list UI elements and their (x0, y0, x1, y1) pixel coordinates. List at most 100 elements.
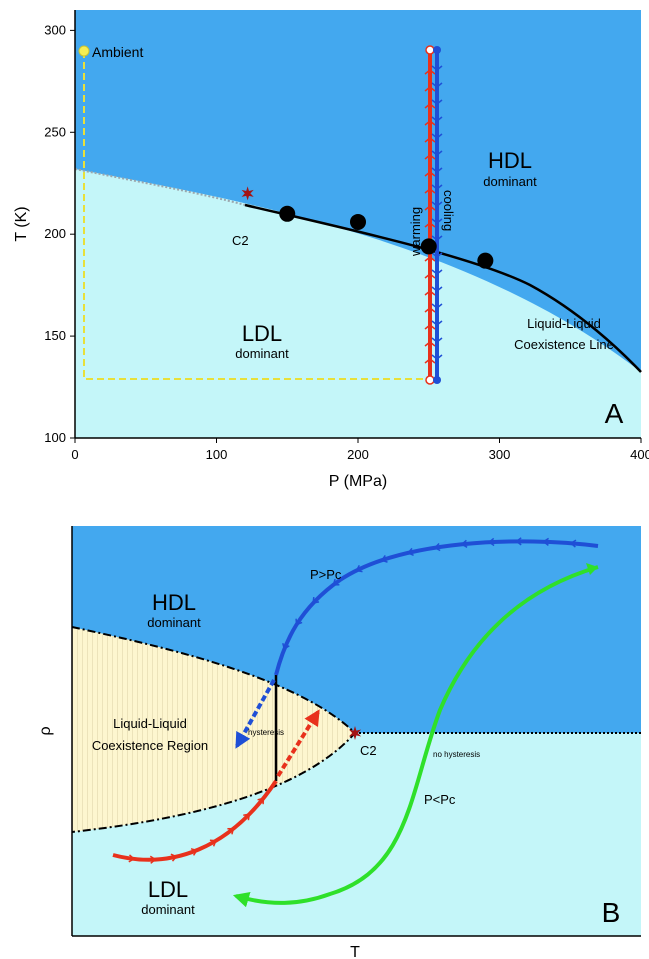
coexistence-region (72, 627, 355, 832)
high-pressure-chevron (295, 618, 303, 626)
warming-chevron (424, 188, 436, 194)
cooling-chevron (431, 150, 443, 156)
high-pressure-chevron (569, 539, 577, 548)
cooling-chevron (431, 252, 443, 258)
high-pressure-chevron (355, 564, 363, 573)
warming-chevron (424, 273, 436, 279)
y-axis-title: T (K) (13, 206, 30, 241)
axis-ticks: 0 100 200 300 400 100 150 200 250 300 (44, 22, 649, 462)
warming-chevron (424, 341, 436, 347)
x-tick-label: 0 (71, 447, 78, 462)
high-pressure-chevron (406, 547, 414, 556)
ldl-curve-chevron (128, 854, 136, 863)
warming-start-marker (425, 375, 435, 385)
high-pressure-arrows (282, 537, 577, 651)
high-pressure-curve (274, 539, 599, 676)
no-hysteresis-label: no hysteresis (433, 750, 480, 759)
warming-chevron (424, 154, 436, 160)
warming-chevron (424, 290, 436, 296)
data-point (350, 213, 366, 230)
y-tick-label: 100 (44, 430, 66, 445)
high-pressure-chevron (380, 554, 388, 563)
warming-chevron (424, 358, 436, 364)
ldl-curve-chevron (243, 813, 251, 821)
warming-chevron (424, 205, 436, 211)
green-arrowhead-top (586, 563, 598, 575)
cooling-chevron (431, 303, 443, 309)
hysteresis-dashed-arrow-blue (235, 679, 276, 749)
y-tick-label: 150 (44, 328, 66, 343)
ldl-curve-arrows (128, 797, 265, 864)
hdl-sub-label-b: dominant (147, 615, 201, 630)
x-tick-label: 400 (630, 447, 649, 462)
ldl-curve-chevron (227, 827, 235, 835)
high-pressure-chevron (282, 643, 290, 651)
cooling-chevron (431, 167, 443, 173)
warming-chevron (424, 137, 436, 143)
hdl-label-b: HDL (152, 590, 196, 615)
ldl-sub-label-b: dominant (141, 902, 195, 917)
high-pressure-chevron (332, 578, 340, 586)
cooling-chevron (431, 82, 443, 88)
cooling-chevron (431, 133, 443, 139)
panel-a-letter: A (605, 398, 624, 429)
cooling-chevron (431, 269, 443, 275)
warming-chevron (424, 307, 436, 313)
cooling-chevron (431, 184, 443, 190)
ldl-label-b: LDL (148, 877, 188, 902)
high-pressure-chevron (487, 537, 495, 547)
c2-critical-point-star-b (348, 726, 362, 740)
data-points (279, 205, 494, 269)
hysteresis-label: hysteresis (248, 728, 284, 737)
warming-chevron (424, 256, 436, 262)
y-axis-title-b: ρ (37, 726, 54, 735)
c2-critical-point-star (241, 186, 254, 201)
warming-chevron (424, 120, 436, 126)
coexistence-line-label-2: Coexistence Line (514, 337, 614, 352)
ldl-region (75, 169, 641, 438)
cooling-chevron (431, 235, 443, 241)
high-pressure-chevron (542, 537, 550, 546)
high-pressure-chevron (433, 542, 441, 552)
warming-label: warming (408, 207, 423, 257)
warming-chevron (424, 324, 436, 330)
cooling-chevron (431, 201, 443, 207)
coexistence-line (244, 203, 642, 373)
high-pressure-chevron (312, 597, 320, 605)
cooling-chevron (431, 337, 443, 343)
x-tick-label: 200 (347, 447, 369, 462)
c2-label: C2 (232, 233, 249, 248)
p-less-label: P<Pc (424, 792, 456, 807)
ldl-curve-chevron (170, 853, 178, 862)
ldl-curve-chevron (149, 855, 157, 864)
x-tick-label: 300 (489, 447, 511, 462)
cooling-chevron (431, 320, 443, 326)
data-point (279, 205, 296, 222)
metastable-extension-line (74, 168, 246, 206)
hdl-label: HDL (488, 148, 532, 173)
high-pressure-chevron (460, 539, 468, 548)
x-axis-title-b: T (350, 944, 360, 959)
cooling-chevron (431, 354, 443, 360)
ldl-curve-chevron (257, 797, 265, 805)
y-tick-label: 250 (44, 124, 66, 139)
warming-chevron (424, 171, 436, 177)
data-point (477, 252, 494, 269)
panel-b-letter: B (602, 897, 621, 928)
warming-end-marker (425, 45, 435, 55)
ldl-curve-chevron (190, 848, 198, 856)
warming-chevron (424, 69, 436, 75)
cooling-start-marker (433, 46, 441, 54)
ambient-label: Ambient (92, 44, 143, 60)
hdl-sub-label: dominant (483, 174, 537, 189)
x-axis-title: P (MPa) (329, 473, 387, 490)
region-label-1: Liquid-Liquid (113, 716, 187, 731)
warming-chevron (424, 86, 436, 92)
cooling-chevron (431, 65, 443, 71)
low-pressure-green-curve (232, 565, 599, 908)
hysteresis-dashed-arrow-red (276, 709, 320, 778)
p-greater-label: P>Pc (310, 567, 342, 582)
warming-chevron (424, 103, 436, 109)
